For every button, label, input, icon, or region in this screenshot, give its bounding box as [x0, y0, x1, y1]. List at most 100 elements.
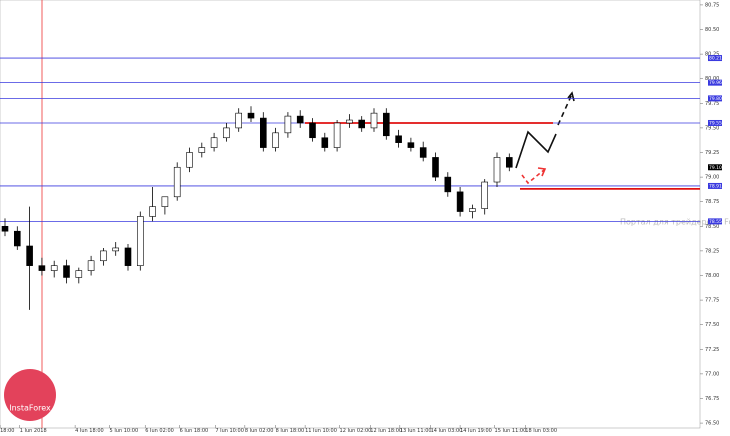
y-tick-label: 79.50	[705, 125, 719, 131]
candle-body	[38, 265, 46, 271]
x-tick-label: 7 Jun 10:00	[215, 428, 244, 432]
candle-body	[137, 216, 144, 266]
candle-body	[50, 265, 58, 271]
candle-body	[235, 112, 242, 129]
x-tick-label: 4 Jun 18:00	[75, 428, 104, 432]
candle-body	[186, 152, 193, 168]
candle-body	[346, 119, 353, 124]
y-tick-label: 77.25	[705, 347, 719, 353]
y-tick-label: 76.50	[705, 421, 719, 427]
candle-body	[444, 176, 452, 193]
candle-body	[284, 115, 292, 134]
arrow-path	[515, 130, 557, 169]
y-tick-label: 80.50	[705, 27, 719, 33]
candle-body	[161, 196, 169, 207]
candle-body	[505, 157, 513, 168]
level-tag	[708, 182, 722, 189]
y-tick-label: 80.00	[705, 76, 719, 82]
y-tick-label: 79.25	[705, 150, 719, 156]
candle-body	[247, 112, 255, 119]
x-tick-label: 15 Jun 11:00	[495, 428, 527, 432]
level-label: 78.91	[709, 183, 722, 189]
y-tick-label: 77.75	[705, 298, 719, 304]
candle-body	[173, 166, 181, 198]
logo: InstaForex	[4, 369, 56, 421]
candle-body	[112, 247, 119, 252]
candle-body	[272, 132, 279, 148]
candle-body	[419, 147, 427, 158]
x-tick-label: 6 Jun 02:00	[145, 428, 174, 432]
y-tick-label: 78.75	[705, 199, 719, 205]
candle-body	[358, 119, 366, 129]
candle-body	[75, 270, 83, 278]
level-label: 78.55	[709, 219, 722, 225]
candle-body	[223, 127, 230, 139]
level-label: 80.21	[709, 56, 722, 62]
price-tag	[708, 164, 722, 171]
level-tag	[708, 95, 722, 102]
candle-body	[100, 250, 107, 262]
level-tag	[708, 218, 722, 225]
level-label: 79.80	[709, 96, 722, 102]
y-tick-label: 79.75	[705, 101, 719, 107]
x-tick-label: 13 Jun 11:00	[400, 428, 432, 432]
level-label: 79.55	[709, 120, 722, 126]
logo-text: InstaForex	[9, 404, 51, 413]
y-tick-label: 78.00	[705, 273, 719, 279]
x-tick-label: 6 Jun 18:00	[180, 428, 209, 432]
candle-body	[309, 122, 316, 139]
candle-body	[333, 122, 341, 148]
candle-body	[382, 112, 390, 137]
y-tick-label: 76.75	[705, 396, 719, 402]
price-label: 79.10	[709, 165, 722, 171]
level-tag	[708, 55, 722, 62]
candle-body	[432, 157, 439, 178]
forecast-arrows	[515, 91, 575, 185]
logo-badge	[4, 369, 56, 421]
y-tick-label: 78.25	[705, 248, 719, 254]
candle-body	[149, 206, 156, 217]
candle-body	[198, 147, 206, 153]
y-tick-label: 80.25	[705, 52, 719, 58]
y-tick-label: 79.00	[705, 175, 719, 181]
level-tag	[708, 119, 722, 126]
candle-body	[296, 115, 304, 124]
candle-body	[481, 181, 489, 209]
x-tick-label: 8 Jun 18:00	[276, 428, 305, 432]
y-tick-label: 80.75	[705, 2, 719, 8]
watermark: Портал для трейдеров - ForTrade	[620, 218, 730, 227]
y-tick-label: 77.50	[705, 322, 719, 328]
y-tick-label: 78.50	[705, 224, 719, 230]
candle-body	[370, 112, 378, 129]
candle-body	[210, 137, 218, 148]
candle-body	[14, 230, 21, 247]
candle-body	[1, 225, 9, 232]
candle-body	[493, 157, 501, 183]
x-tick-label: 8 Jun 02:00	[245, 428, 274, 432]
candle-body	[395, 135, 402, 143]
candle-body	[469, 208, 476, 212]
level-label: 79.96	[709, 80, 722, 86]
y-tick-label: 77.00	[705, 371, 719, 377]
x-tick-label: 14 Jun 19:00	[460, 428, 492, 432]
x-tick-label: 1 Jun 2018	[20, 428, 47, 432]
candle-body	[63, 265, 70, 278]
candle-body	[321, 137, 329, 148]
x-tick-label: 12 Jun 02:00	[340, 428, 372, 432]
candle-body	[26, 245, 33, 266]
x-tick-label: 12 Jun 18:00	[370, 428, 402, 432]
candle-body	[407, 142, 415, 148]
plot-area	[0, 0, 701, 429]
x-tick-label: 11 Jun 10:00	[305, 428, 337, 432]
arrow-path	[557, 93, 573, 126]
candle-body	[124, 247, 132, 266]
x-tick-label: 14 Jun 03:00	[431, 428, 463, 432]
candle-body	[456, 191, 464, 212]
candle-body	[87, 260, 95, 271]
x-tick-label: 18 Jun 03:00	[525, 428, 557, 432]
candle-body	[259, 117, 267, 148]
arrow-head	[537, 167, 547, 177]
x-tick-label: 5 Jun 10:00	[110, 428, 139, 432]
